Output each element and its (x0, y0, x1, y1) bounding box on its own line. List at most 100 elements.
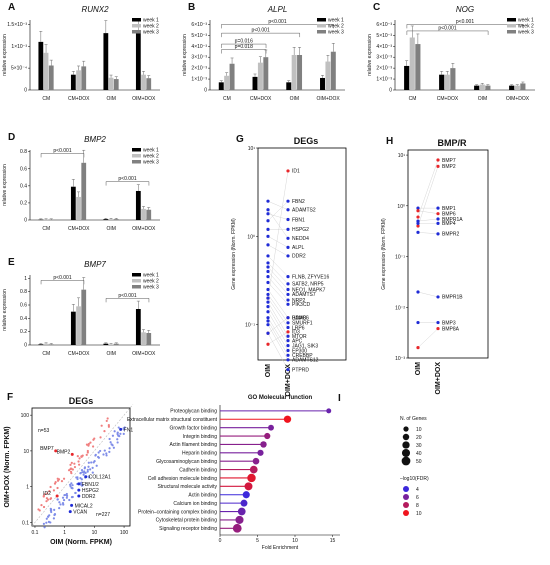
point-down (111, 434, 115, 437)
gene-label: BMP1 (442, 206, 456, 212)
point-oim-dox (286, 321, 290, 325)
gene-label: COL12A1 (89, 475, 111, 481)
point-up (60, 480, 64, 483)
y-tick-label: 0.8 (20, 149, 27, 155)
bar (141, 208, 146, 220)
x-tick-label: 0.1 (31, 530, 38, 536)
bar (439, 74, 445, 90)
point-up (87, 442, 90, 446)
point-oim-dox (286, 236, 290, 240)
bar (485, 85, 491, 90)
y-tick-label: 3×10⁻³ (191, 55, 207, 61)
legend-entry: week 2 (143, 279, 159, 285)
bar (450, 68, 456, 90)
lollipop-head (232, 523, 242, 533)
p-value-label: p<0.001 (118, 176, 136, 182)
term-label: Integrin binding (183, 434, 217, 440)
point-oim (266, 234, 270, 238)
legend-swatch (132, 18, 141, 22)
point-down (122, 428, 125, 431)
connector-line (267, 294, 289, 323)
legend-entry: week 3 (518, 30, 534, 36)
panel-title: BMP/R (438, 138, 468, 148)
lollipop-head (260, 441, 267, 448)
bar (113, 79, 119, 90)
term-label: Extracellular matrix structural constitu… (127, 417, 218, 423)
legend-color-dot (403, 494, 409, 500)
gene-label: NEO1, MAPK7 (292, 287, 326, 293)
y-tick-label: 5×10⁻⁴ (11, 66, 27, 72)
connector-line (267, 282, 289, 305)
x-tick-label: OIM+DOX (132, 226, 156, 232)
legend-entry: week 3 (143, 30, 159, 36)
point-down (68, 498, 71, 502)
gene-label: FBN1 (292, 217, 305, 223)
legend-swatch (132, 160, 141, 164)
legend-size-label: 20 (416, 435, 422, 441)
point-oim (266, 212, 270, 216)
point-down (112, 446, 115, 449)
point-oim (416, 320, 420, 325)
bar (135, 190, 141, 220)
point-oim-dox (436, 221, 440, 225)
legend-title: N. of Genes (400, 416, 427, 422)
term-label: Cell adhesion molecule binding (148, 476, 217, 482)
y-tick-label: 4×10⁻³ (191, 44, 207, 50)
legend-entry: week 1 (328, 18, 344, 24)
point-up (70, 472, 73, 475)
bar (108, 344, 114, 345)
bar (38, 41, 44, 90)
y-tick-label: 0.8 (20, 289, 27, 295)
point-up (85, 453, 88, 456)
panel-label-h: H (386, 136, 393, 147)
point-oim-dox (436, 326, 440, 331)
gene-label: PTPRD (292, 367, 309, 373)
panel-title: DEGs (294, 136, 319, 146)
point-up (48, 490, 51, 493)
point-oim-dox (286, 358, 290, 362)
connector-line (267, 236, 289, 248)
lollipop-head (283, 415, 292, 423)
point-up (56, 479, 60, 482)
legend-size-dot (402, 441, 410, 449)
x-tick-label: CM+DOX (68, 351, 90, 357)
legend-color-dot (403, 486, 409, 492)
legend-swatch (507, 30, 516, 34)
point-oim (416, 230, 420, 234)
bar (43, 343, 49, 345)
highlighted-point (77, 482, 81, 486)
connector-line (267, 297, 289, 328)
point-oim-dox (436, 206, 440, 210)
bar (474, 85, 480, 90)
point-oim-dox (436, 164, 440, 168)
y-tick-label: 5×10⁻³ (376, 33, 392, 39)
point-up (42, 494, 45, 497)
panel-label-a: A (8, 2, 15, 13)
lollipop-head (247, 473, 256, 483)
lollipop-head (235, 515, 244, 524)
term-label: Signaling receptor binding (159, 526, 217, 532)
legend-size-label: 10 (416, 427, 422, 433)
gene-label: EP300 (292, 348, 307, 354)
connector-line (267, 244, 289, 257)
x-tick-label: OIM+DOX (435, 362, 442, 395)
point-oim (266, 199, 270, 203)
panel-title: BMP7 (84, 260, 106, 269)
lollipop-head (252, 457, 260, 465)
y-tick-label: 10⁰ (397, 204, 405, 210)
point-oim (266, 287, 270, 292)
term-label: Calcium ion binding (173, 501, 217, 507)
gene-label: NRP2 (292, 298, 306, 304)
point-oim-dox (286, 298, 290, 302)
gene-label: ID2 (43, 491, 51, 497)
x-tick-label: 10 (92, 530, 98, 536)
legend-size-label: 50 (416, 459, 422, 465)
point-oim-dox (286, 330, 290, 334)
legend-color-dot (403, 502, 409, 508)
bar (81, 162, 87, 220)
y-tick-label: 0.4 (20, 316, 27, 322)
bar (509, 85, 515, 90)
x-tick-label: OIM (415, 362, 422, 375)
point-down (79, 472, 82, 475)
legend-size-dot (402, 433, 410, 441)
